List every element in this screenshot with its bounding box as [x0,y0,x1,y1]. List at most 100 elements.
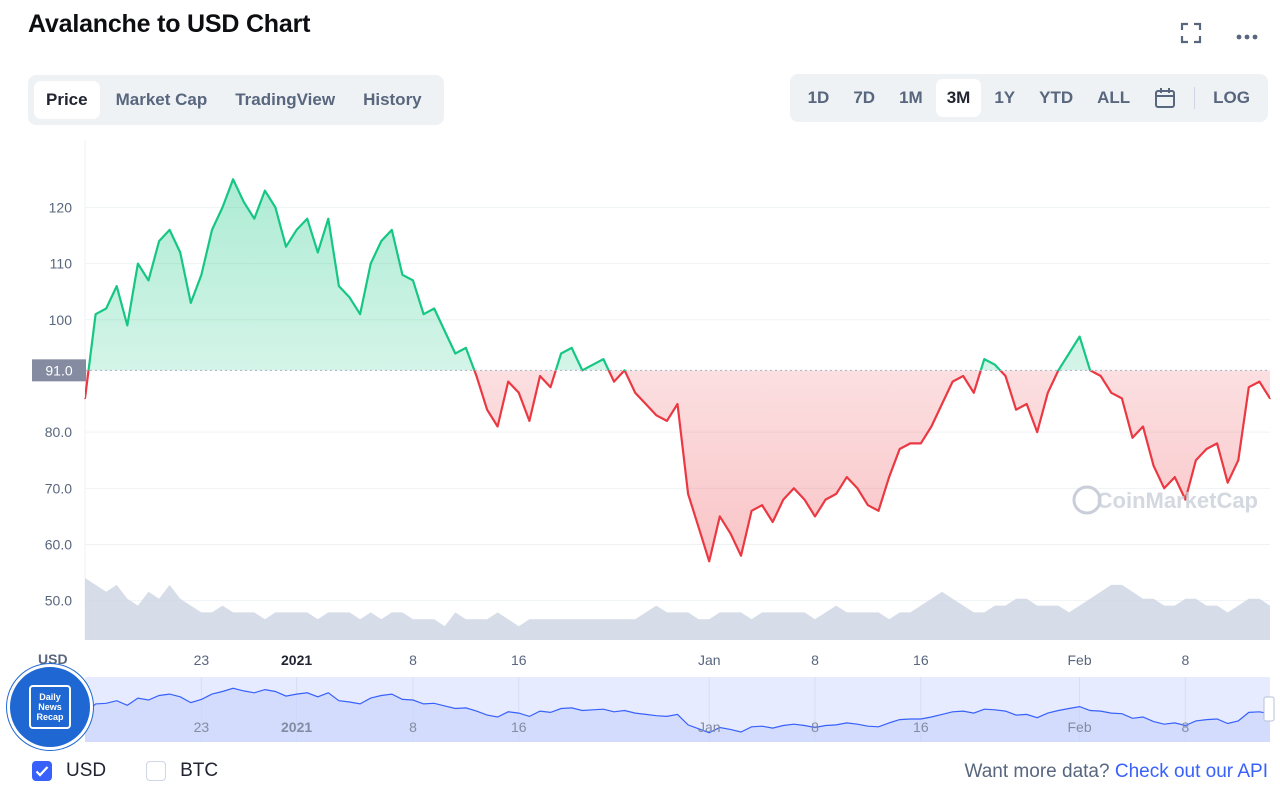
badge-line2: News [38,702,62,712]
currency-axis-label: USD [38,651,68,667]
range-ytd[interactable]: YTD [1039,88,1074,107]
tab-history[interactable]: History [363,90,422,109]
price-point [782,498,785,501]
range-divider [1194,87,1196,109]
price-point [338,285,340,287]
price-point [613,380,615,383]
api-promo: Want more data? Check out our API [965,761,1268,783]
price-point [867,504,869,507]
usd-label: USD [66,760,107,781]
price-point [486,408,488,411]
price-point [570,347,573,349]
badge-card: Daily News Recap [29,685,71,729]
range-all[interactable]: ALL [1097,88,1131,107]
tab-tradingview[interactable]: TradingView [235,90,336,109]
price-point [951,380,954,383]
price-point [1237,459,1240,462]
price-point [317,251,319,254]
price-point [433,307,436,310]
price-point [771,521,774,523]
api-link[interactable]: Check out our API [1114,761,1268,782]
price-point [1015,408,1017,411]
price-point [560,352,562,355]
price-point [1142,425,1144,428]
volume-area [85,578,1270,640]
y-tick-label: 50.0 [45,593,72,609]
time-range-selector: 1D 7D 1M 3M 1Y YTD ALL LOG [789,74,1268,122]
y-tick-label: 60.0 [45,536,72,552]
price-point [401,274,404,276]
price-point [729,532,732,535]
price-point [1004,375,1007,377]
price-point [496,425,499,428]
navigator-tick-label: 23 [194,719,210,735]
price-point [697,526,700,529]
price-point [475,375,478,377]
price-point [1036,431,1038,433]
price-point [750,510,753,512]
calendar-icon [1155,88,1176,108]
navigator-tick-label: 8 [409,719,417,735]
price-point [994,363,996,366]
btc-checkbox[interactable] [146,761,167,781]
price-point [115,285,118,287]
range-1d[interactable]: 1D [807,88,830,107]
price-point [1184,498,1187,501]
log-toggle[interactable]: LOG [1213,88,1250,107]
price-point [158,240,160,242]
range-1m[interactable]: 1M [899,88,923,107]
price-point [465,347,467,349]
price-point [369,262,372,265]
price-point [454,352,457,355]
price-point [803,498,806,501]
price-point [253,217,256,220]
price-point [211,229,213,231]
navigator-tick-label: Feb [1067,719,1091,735]
calendar-button[interactable] [1143,79,1187,117]
navigator-tick-label: Jan [698,719,721,735]
usd-checkbox[interactable] [32,761,52,781]
navigator-tick-label: 16 [913,719,929,735]
price-point [846,476,848,478]
price-area-below [85,370,1270,562]
page-title: Avalanche to USD Chart [28,10,311,38]
price-point [327,217,330,220]
price-point [179,251,181,254]
price-point [412,279,414,282]
more-options-icon[interactable] [1236,27,1258,45]
x-tick-label: Feb [1067,652,1091,668]
x-tick-label: 2021 [281,652,312,668]
price-point [634,392,636,394]
price-point [888,476,890,478]
price-point [983,358,986,360]
btc-label: BTC [180,760,219,781]
price-point [137,262,139,265]
range-3m[interactable]: 3M [935,79,982,117]
price-point [94,313,97,316]
y-tick-label: 70.0 [45,480,72,496]
tab-price[interactable]: Price [34,81,100,119]
price-point [1163,487,1165,490]
x-tick-label: 16 [913,652,929,668]
range-1y[interactable]: 1Y [994,88,1016,107]
price-point [147,279,150,282]
top-icons [1180,22,1258,49]
range-7d[interactable]: 7D [853,88,876,107]
price-point [898,448,901,450]
price-point [348,296,351,299]
price-point [242,201,245,203]
currency-legend: USD BTC [32,760,244,782]
price-point [761,504,763,507]
navigator-handle [1263,696,1275,722]
fullscreen-icon[interactable] [1180,22,1202,49]
price-point [1099,375,1102,377]
price-point [200,274,203,276]
api-promo-text: Want more data? [964,761,1110,782]
navigator-line [84,687,1271,734]
tab-market-cap[interactable]: Market Cap [115,90,208,109]
price-point [190,302,192,304]
price-point [1248,386,1250,389]
price-point [676,403,679,405]
price-point [708,560,710,563]
